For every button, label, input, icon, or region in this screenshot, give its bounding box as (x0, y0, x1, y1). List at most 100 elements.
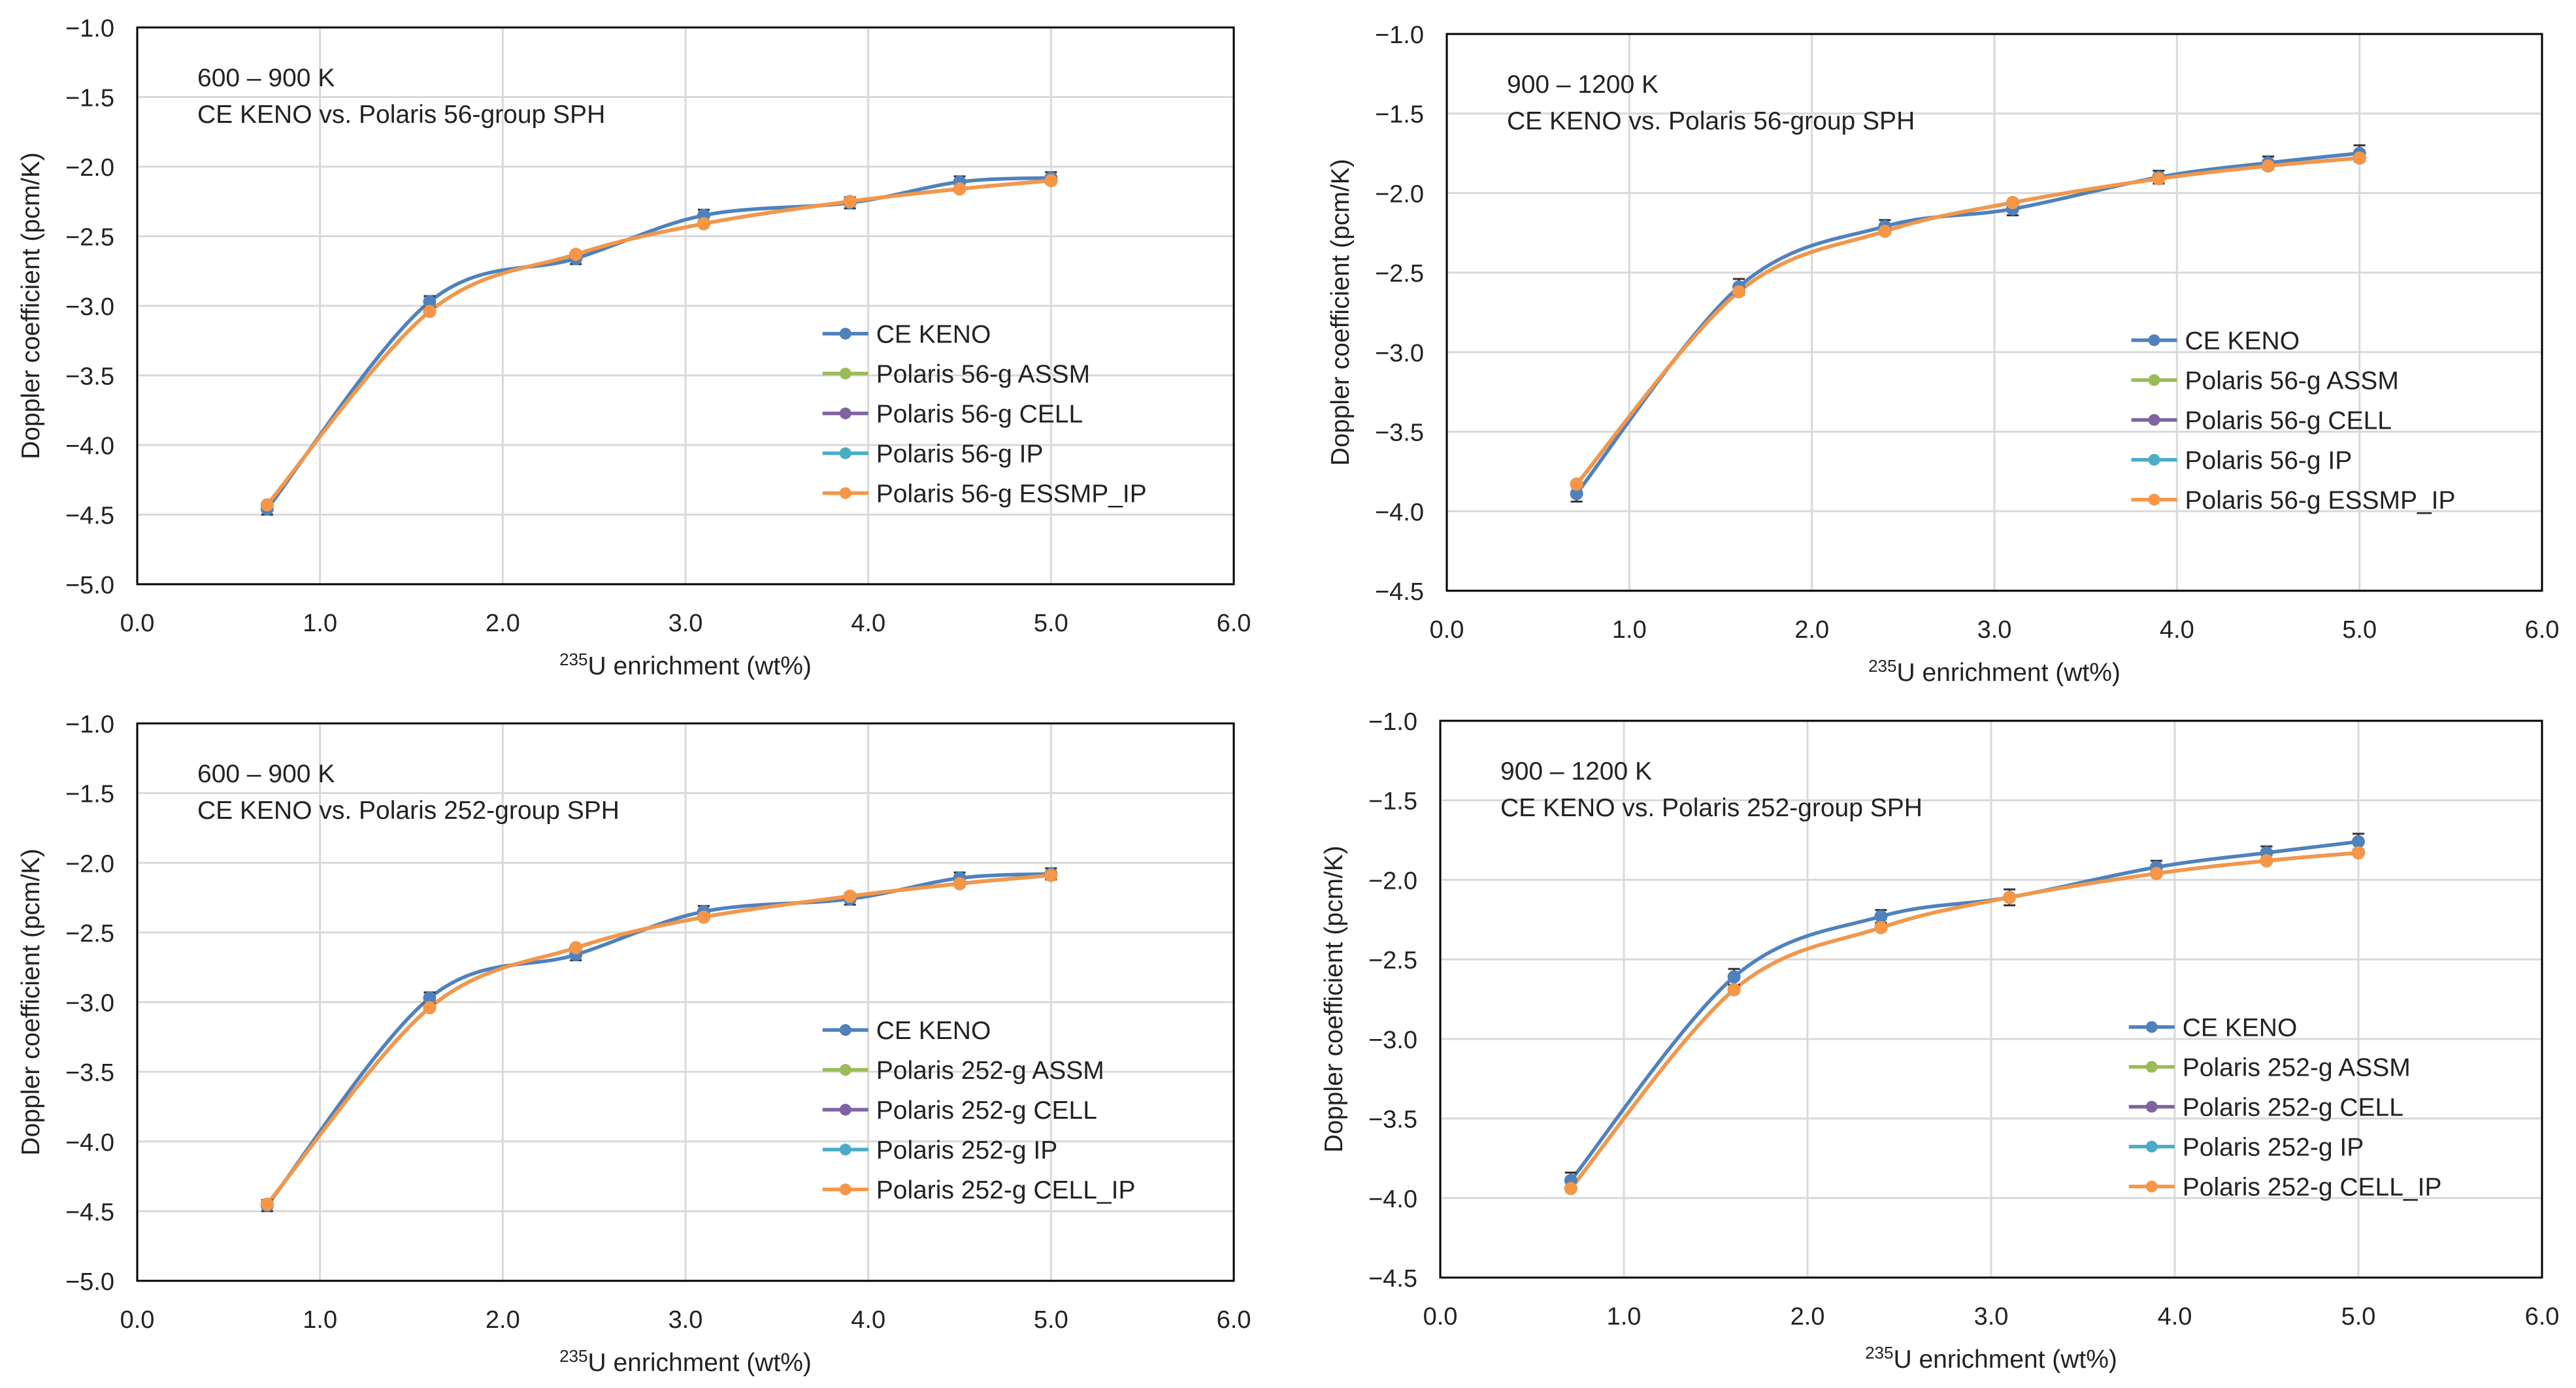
legend-item: Polaris 252-g ASSM (2128, 1054, 2411, 1082)
legend-label: Polaris 56-g CELL (2185, 407, 2392, 435)
x-tick-label: 6.0 (1217, 610, 1251, 637)
legend-swatch-marker (839, 1024, 851, 1036)
series-line-1 (1569, 840, 2360, 1183)
data-point-series-5 (2352, 846, 2365, 860)
chart-annotation-line: 900 – 1200 K (1507, 71, 1659, 99)
series-line-5 (1569, 851, 2360, 1191)
data-point-series-1 (1727, 970, 1741, 983)
data-point-series-5 (423, 305, 437, 318)
data-point-series-5 (2149, 867, 2163, 880)
data-point-series-5 (1878, 224, 1892, 238)
legend-swatch-marker (839, 1144, 851, 1156)
data-point-series-5 (1727, 983, 1741, 997)
legend-swatch-marker (2145, 1140, 2158, 1153)
y-tick-label: −2.5 (65, 224, 114, 252)
x-tick-label: 6.0 (2525, 1303, 2560, 1330)
y-tick-label: −5.0 (65, 572, 114, 599)
x-tick-label: 5.0 (1034, 610, 1068, 637)
data-point-series-5 (697, 910, 710, 924)
legend-label: Polaris 252-g IP (876, 1136, 1057, 1165)
legend-item: CE KENO (2128, 1014, 2298, 1042)
x-tick-label: 0.0 (120, 1306, 155, 1334)
x-axis-label-text: U enrichment (wt%) (587, 652, 811, 680)
x-tick-label: 4.0 (2160, 616, 2194, 644)
y-tick-label: −2.5 (1375, 260, 1424, 288)
x-tick-label: 4.0 (851, 610, 885, 637)
data-point-series-5 (2353, 151, 2366, 165)
legend-label: Polaris 252-g ASSM (2183, 1054, 2411, 1082)
legend-label: CE KENO (2183, 1014, 2298, 1042)
x-tick-label: 0.0 (120, 610, 155, 637)
y-tick-label: −4.5 (65, 503, 114, 530)
x-axis-label-superscript: 235 (559, 1346, 587, 1366)
legend-label: CE KENO (2185, 327, 2300, 355)
y-tick-label: −1.5 (65, 85, 114, 112)
plot-area-frame (1445, 33, 2543, 592)
series-line-1 (265, 176, 1053, 511)
y-tick-label: −1.5 (1368, 788, 1417, 816)
series-line-2 (1574, 156, 2362, 486)
y-tick-label: −4.5 (1375, 578, 1424, 606)
data-point-series-5 (569, 248, 583, 261)
x-tick-label: 2.0 (1791, 1303, 1825, 1330)
x-tick-label: 2.0 (486, 610, 520, 637)
x-axis-label: 235U enrichment (wt%) (1865, 1343, 2117, 1374)
data-point-series-1 (1570, 487, 1583, 501)
x-axis-label-text: U enrichment (wt%) (1896, 659, 2120, 687)
legend-label: Polaris 252-g CELL (876, 1097, 1097, 1125)
legend-swatch-marker (2145, 1180, 2158, 1193)
y-tick-label: −2.0 (1368, 867, 1417, 895)
legend-item: Polaris 252-g IP (2128, 1134, 2364, 1162)
x-tick-label: 1.0 (1607, 1303, 1642, 1330)
data-point-series-5 (2262, 159, 2275, 173)
legend-swatch-marker (2148, 454, 2160, 466)
y-tick-label: −3.0 (1375, 340, 1424, 367)
x-tick-label: 5.0 (2342, 616, 2377, 644)
legend-item: Polaris 252-g CELL (2128, 1094, 2403, 1122)
legend-item: Polaris 56-g ESSMP_IP (822, 480, 1147, 508)
data-point-series-5 (843, 195, 857, 208)
legend-label: Polaris 252-g ASSM (876, 1057, 1104, 1085)
y-tick-label: −3.5 (65, 1059, 114, 1087)
data-point-series-5 (1874, 921, 1888, 934)
y-tick-label: −1.5 (1375, 101, 1424, 129)
legend-swatch-marker (2145, 1061, 2158, 1073)
chart-annotation-line: 600 – 900 K (197, 760, 335, 788)
y-tick-label: −4.0 (65, 1129, 114, 1157)
data-point-series-5 (569, 941, 583, 955)
y-tick-label: −2.5 (1368, 947, 1417, 974)
data-point-series-5 (423, 1001, 437, 1015)
chart-panel-4: −4.5 −4.0 −3.5 −3.0 −2.5 −2.0 −1.5 −1.0 0.0 1.0 2.… (1320, 708, 2559, 1374)
x-axis-label-superscript: 235 (559, 650, 587, 669)
legend-item: CE KENO (2131, 327, 2300, 355)
x-axis-label-text: U enrichment (wt%) (587, 1349, 811, 1377)
legend-item: Polaris 56-g CELL (822, 401, 1083, 429)
x-axis-label-text: U enrichment (wt%) (1893, 1346, 2117, 1374)
legend-swatch-marker (2148, 374, 2160, 386)
y-tick-label: −2.0 (1375, 180, 1424, 208)
legend-label: Polaris 252-g CELL_IP (876, 1176, 1136, 1204)
legend-swatch-marker (839, 407, 851, 420)
legend-item: Polaris 56-g CELL (2131, 407, 2392, 435)
y-tick-label: −3.0 (65, 990, 114, 1017)
legend-label: Polaris 56-g CELL (876, 401, 1083, 429)
plot-area-frame (136, 26, 1235, 586)
legend-label: CE KENO (876, 1017, 991, 1045)
legend-swatch-marker (839, 1064, 851, 1076)
data-point-series-5 (843, 889, 857, 903)
y-tick-label: −3.5 (1375, 420, 1424, 447)
legend-swatch-marker (839, 487, 851, 499)
legend-label: Polaris 252-g IP (2183, 1134, 2364, 1162)
legend-label: CE KENO (876, 321, 991, 349)
legend-item: Polaris 56-g ASSM (2131, 367, 2399, 395)
data-point-series-5 (697, 217, 710, 231)
data-point-series-5 (1564, 1181, 1577, 1195)
x-tick-label: 1.0 (1612, 616, 1647, 644)
y-axis-label: Doppler coefficient (pcm/K) (17, 152, 45, 459)
legend-swatch-marker (2148, 414, 2160, 426)
x-tick-label: 3.0 (669, 1306, 703, 1334)
x-tick-label: 6.0 (2525, 616, 2560, 644)
series-line-5 (1574, 156, 2362, 486)
chart-panel-3: −5.0 −4.5 −4.0 −3.5 −3.0 −2.5 −2.0 −1.5 −1.0 0.0 1… (17, 711, 1251, 1377)
x-tick-label: 1.0 (303, 610, 337, 637)
